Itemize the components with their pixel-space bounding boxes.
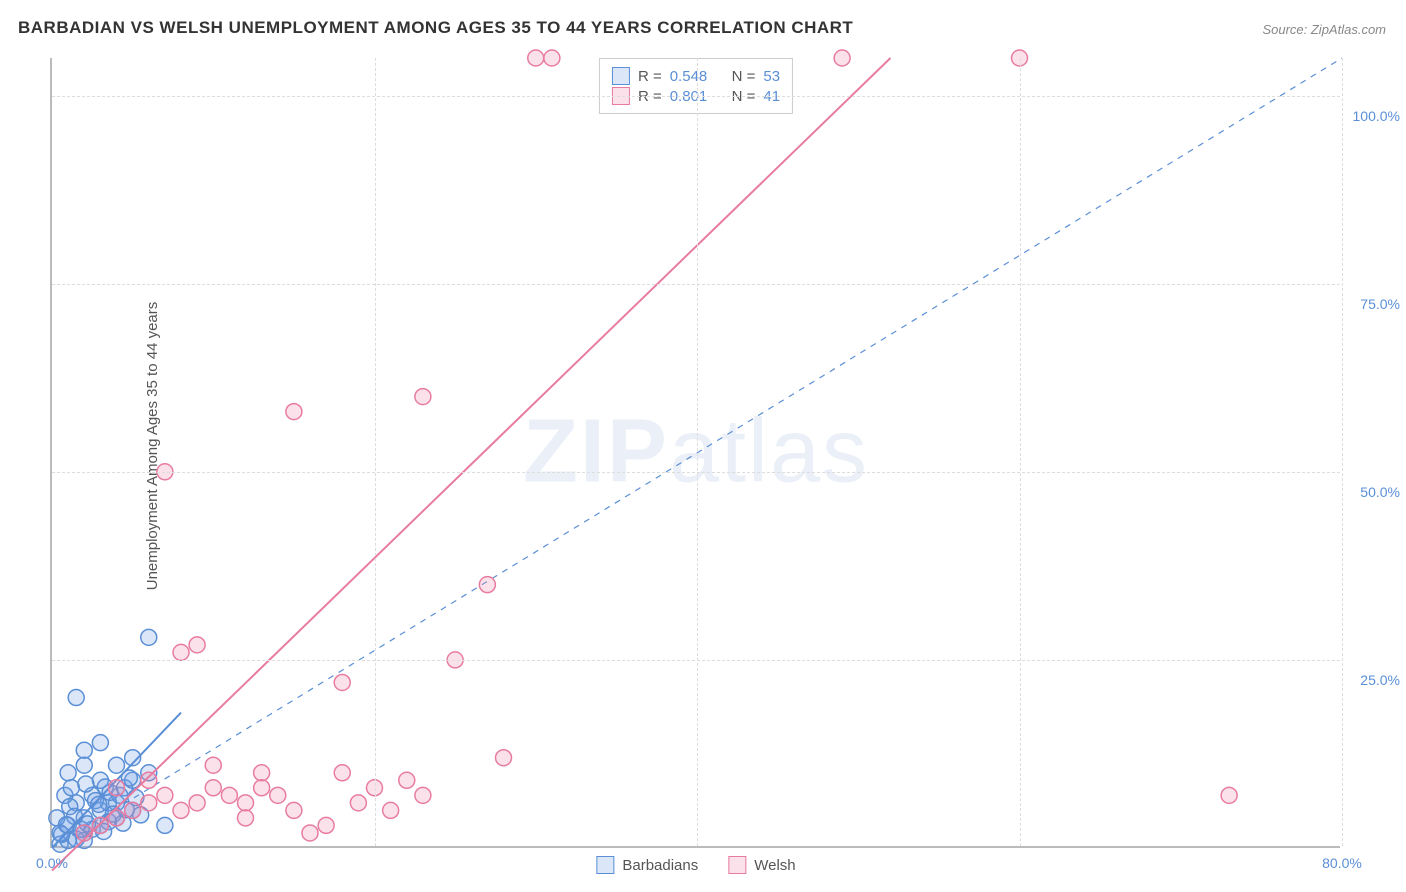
legend-label-1: Barbadians: [622, 857, 698, 874]
gridline-h: [52, 284, 1340, 285]
y-tick-label: 100.0%: [1353, 108, 1400, 124]
y-tick-label: 75.0%: [1360, 296, 1400, 312]
r-value-1: 0.548: [670, 68, 708, 85]
r-label: R =: [638, 68, 662, 85]
n-value-1: 53: [763, 68, 780, 85]
series-legend: Barbadians Welsh: [596, 856, 795, 874]
x-tick-label: 0.0%: [36, 855, 68, 871]
gridline-v: [697, 58, 698, 846]
y-tick-label: 25.0%: [1360, 672, 1400, 688]
legend-item-barbadians: Barbadians: [596, 856, 698, 874]
gridline-h: [52, 660, 1340, 661]
chart-title: BARBADIAN VS WELSH UNEMPLOYMENT AMONG AG…: [18, 18, 853, 38]
swatch-barbadians: [612, 67, 630, 85]
stats-legend: R = 0.548 N = 53 R = 0.801 N = 41: [599, 58, 793, 114]
legend-item-welsh: Welsh: [728, 856, 795, 874]
plot-area: ZIPatlas R = 0.548 N = 53 R = 0.801 N = …: [50, 58, 1340, 848]
gridline-h: [52, 472, 1340, 473]
gridline-v: [375, 58, 376, 846]
swatch-barbadians-icon: [596, 856, 614, 874]
stats-row-1: R = 0.548 N = 53: [612, 67, 780, 85]
chart-svg: [52, 58, 1340, 846]
swatch-welsh-icon: [728, 856, 746, 874]
gridline-h: [52, 96, 1340, 97]
source-label: Source: ZipAtlas.com: [1262, 22, 1386, 37]
legend-label-2: Welsh: [754, 857, 795, 874]
x-tick-label: 80.0%: [1322, 855, 1362, 871]
y-tick-label: 50.0%: [1360, 484, 1400, 500]
n-label: N =: [732, 68, 756, 85]
gridline-v: [1342, 58, 1343, 846]
gridline-v: [1020, 58, 1021, 846]
